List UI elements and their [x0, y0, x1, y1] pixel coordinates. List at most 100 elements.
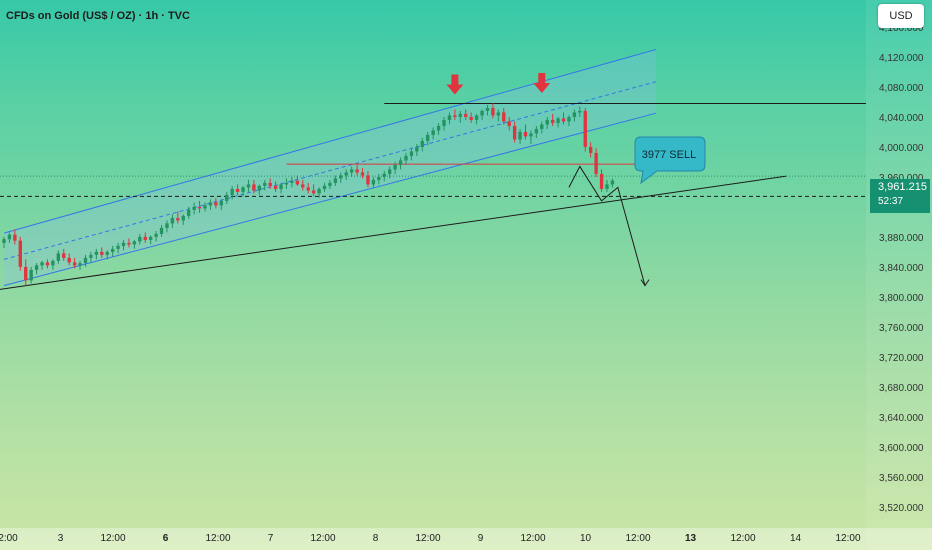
time-axis-tick-label: 6 [163, 533, 169, 544]
candle-body [556, 118, 560, 123]
candle-body [371, 179, 376, 185]
candle-body [594, 152, 598, 174]
candle-body [415, 146, 419, 152]
candle-body [458, 113, 462, 117]
candle-body [159, 227, 164, 234]
time-axis-tick-label: 12:00 [835, 533, 860, 544]
candle-body [2, 239, 6, 243]
current-price-value: 3,961.215 [878, 181, 927, 193]
price-axis-tick-label: 3,720.000 [879, 353, 924, 364]
candle-body [409, 151, 414, 156]
candle-body [51, 260, 55, 266]
time-axis-tick-label: 3 [58, 533, 64, 544]
candle-body [426, 134, 430, 141]
current-price-tag: 3,961.215 52:37 [870, 179, 930, 213]
time-axis-tick-label: 12:00 [625, 533, 650, 544]
candle-body [40, 262, 44, 266]
candle-body [263, 182, 267, 186]
price-axis-tick-label: 3,640.000 [879, 413, 924, 424]
time-axis-tick-label: 7 [268, 533, 274, 544]
candle-body [225, 194, 229, 201]
candle-body [464, 113, 468, 117]
price-axis-tick-label: 3,880.000 [879, 233, 924, 244]
candle-body [518, 131, 522, 140]
candle-body [523, 131, 528, 137]
candle-body [393, 164, 397, 170]
candle-body [219, 200, 223, 206]
price-axis-tick-label: 3,680.000 [879, 383, 924, 394]
candle-body [377, 176, 381, 180]
candle-body [45, 262, 50, 266]
candle-body [578, 110, 582, 113]
candle-body [197, 206, 202, 209]
candle-body [154, 233, 158, 237]
symbol-title: CFDs on Gold (US$ / OZ) · 1h · TVC [6, 10, 190, 22]
candle-body [355, 169, 359, 173]
time-axis-tick-label: 10 [580, 533, 592, 544]
candle-body [235, 188, 240, 192]
candle-body [420, 140, 424, 147]
candle-body [453, 115, 457, 117]
projection-path [568, 165, 646, 286]
price-axis-tick-label: 3,560.000 [879, 473, 924, 484]
candle-body [339, 175, 343, 179]
time-axis-tick-label: 14 [790, 533, 802, 544]
candle-body [431, 130, 435, 135]
candle-body [176, 218, 180, 221]
candle-body [29, 269, 33, 281]
price-axis-tick-label: 4,000.000 [879, 143, 924, 154]
time-axis-tick-label: 13 [685, 533, 697, 544]
candle-body [116, 245, 120, 249]
candle-body [474, 115, 479, 120]
time-axis-tick-label: 12:00 [730, 533, 755, 544]
candle-body [83, 257, 88, 264]
candle-body [349, 169, 354, 173]
candle-body [7, 234, 12, 240]
candle-body [540, 124, 544, 129]
candle-body [610, 180, 615, 185]
candle-body [170, 218, 175, 224]
candle-body [257, 185, 262, 191]
candle-body [344, 172, 348, 176]
channel-midline [3, 81, 657, 260]
candle-body [208, 202, 213, 206]
candle-body [268, 182, 272, 186]
candle-body [333, 178, 338, 183]
price-axis-tick-label: 3,600.000 [879, 443, 924, 454]
candle-body [67, 257, 71, 263]
candle-body [605, 184, 609, 189]
candle-body [507, 121, 511, 126]
candle-body [317, 188, 321, 194]
candle-body [328, 182, 332, 186]
candle-body [382, 173, 386, 177]
down-arrow-marker [533, 72, 551, 93]
candle-body [388, 169, 392, 174]
sell-callout-box [634, 136, 706, 185]
price-axis-tick-label: 4,080.000 [879, 83, 924, 94]
price-axis-panel [866, 0, 932, 550]
time-axis-tick-label: 12:00 [520, 533, 545, 544]
candle-body [360, 172, 365, 176]
candle-body [469, 116, 473, 120]
candle-body [290, 180, 294, 183]
candle-body [72, 262, 77, 266]
candle-body [246, 184, 251, 188]
candle-body [127, 242, 131, 245]
candle-body [89, 254, 93, 258]
candle-body [572, 112, 577, 117]
candle-body [252, 184, 256, 191]
candle-body [512, 125, 517, 140]
candle-body [502, 112, 506, 122]
price-axis-tick-label: 3,520.000 [879, 503, 924, 514]
candle-body [165, 223, 169, 228]
candle-body [13, 234, 17, 241]
channel-lower-line [3, 112, 656, 287]
candle-body [138, 236, 142, 242]
candle-body [366, 175, 370, 185]
candle-body [94, 251, 99, 255]
time-axis-tick-label: 2:00 [0, 533, 18, 544]
currency-button[interactable]: USD [878, 4, 924, 28]
time-axis-tick-label: 8 [373, 533, 379, 544]
candle-body [34, 265, 39, 270]
